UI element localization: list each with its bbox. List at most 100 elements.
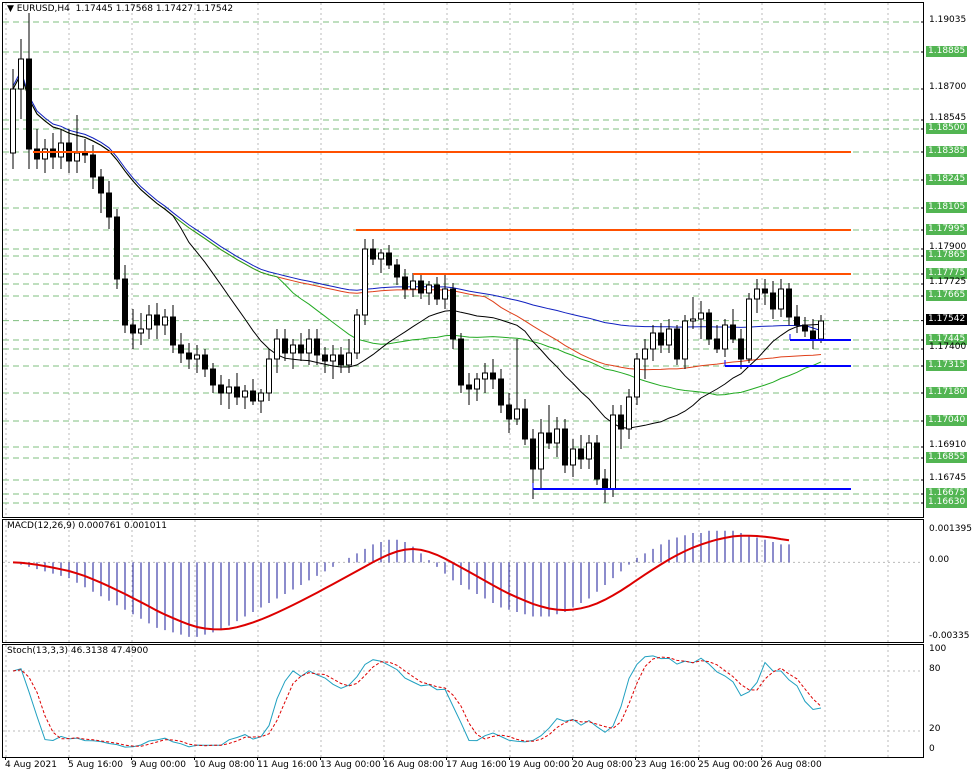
stoch-main-line [12, 655, 822, 748]
candle-bearish [34, 148, 40, 160]
macd-canvas[interactable] [3, 520, 923, 642]
price-tag: 1.18385 [926, 145, 968, 157]
candle-bearish [506, 404, 512, 420]
time-tick-label: 4 Aug 2021 [5, 760, 57, 770]
time-tick-mark [131, 757, 132, 760]
time-tick-label: 10 Aug 08:00 [194, 760, 255, 770]
candle-bullish [514, 408, 520, 420]
ma-black-line [12, 72, 822, 429]
price-tick-label: 1.19035 [929, 15, 967, 25]
price-tag: 1.18245 [926, 173, 968, 185]
price-tag: 1.18500 [926, 122, 968, 134]
candle-bullish [258, 392, 264, 402]
time-tick-label: 25 Aug 00:00 [698, 760, 759, 770]
candle-bearish [98, 176, 104, 194]
macd-indicator-pane[interactable]: MACD(12,26,9) 0.000761 0.001011 [2, 519, 924, 643]
symbol-label: EURUSD,H4 [16, 4, 70, 14]
candle-bearish [770, 292, 776, 310]
candle-bearish [674, 328, 680, 360]
stochastic-indicator-pane[interactable]: Stoch(13,3,3) 46.3138 47.4900 [2, 644, 924, 758]
candle-bearish [802, 324, 808, 332]
candle-bullish [554, 428, 560, 444]
candle-bearish [130, 324, 136, 334]
candle-bearish [546, 432, 552, 444]
candle-bullish [586, 442, 592, 460]
candle-bearish [298, 344, 304, 354]
candle-bullish [754, 288, 760, 300]
candle-bearish [250, 390, 256, 402]
time-tick-mark [5, 757, 6, 760]
price-tick-label: 1.18700 [929, 82, 967, 92]
price-tag: 1.17040 [926, 414, 968, 426]
candle-bearish [122, 278, 128, 326]
stoch-tick-label: 20 [929, 724, 941, 734]
time-tick-mark [383, 757, 384, 760]
candle-bearish [714, 338, 720, 350]
candle-bullish [266, 358, 272, 394]
price-tick-label: 1.17400 [929, 342, 967, 352]
candle-bullish [354, 314, 360, 354]
candle-bullish [482, 372, 488, 380]
candle-bearish [402, 276, 408, 290]
stoch-tick-label: 80 [929, 664, 941, 674]
candle-bearish [418, 280, 424, 294]
candle-bearish [450, 288, 456, 340]
candle-bullish [426, 284, 432, 294]
candle-bearish [794, 316, 800, 326]
stoch-tick-label: 100 [929, 644, 947, 654]
candle-bearish [394, 264, 400, 278]
price-tick-label: 1.17900 [929, 242, 967, 252]
candle-bearish [82, 152, 88, 156]
time-tick-label: 26 Aug 08:00 [761, 760, 822, 770]
candle-bullish [626, 396, 632, 430]
time-tick-label: 19 Aug 00:00 [509, 760, 570, 770]
price-chart-canvas[interactable] [3, 3, 923, 517]
time-tick-mark [194, 757, 195, 760]
candle-bullish [242, 390, 248, 398]
candle-bearish [530, 438, 536, 470]
candle-bullish [722, 324, 728, 350]
candle-bullish [58, 142, 64, 158]
price-tag: 1.18105 [926, 201, 968, 213]
candle-bearish [370, 248, 376, 260]
candle-bearish [170, 316, 176, 346]
price-tick-label: 1.18545 [929, 113, 967, 123]
candle-bearish [322, 354, 328, 362]
candle-bearish [658, 332, 664, 346]
candle-bearish [26, 58, 32, 150]
candle-bearish [178, 344, 184, 354]
ohlc-values: 1.17445 1.17568 1.17427 1.17542 [75, 4, 234, 14]
candle-bearish [786, 288, 792, 318]
candle-bearish [186, 352, 192, 360]
candle-bullish [346, 352, 352, 366]
candle-bearish [522, 408, 528, 440]
ma-blue-line [12, 69, 822, 332]
stoch-tick-label: 0 [929, 744, 935, 754]
candle-bearish [490, 372, 496, 380]
stochastic-header: Stoch(13,3,3) 46.3138 47.4900 [7, 646, 149, 656]
macd-tick-label: 0.001395 [929, 523, 972, 534]
time-tick-label: 16 Aug 08:00 [383, 760, 444, 770]
time-tick-label: 13 Aug 00:00 [320, 760, 381, 770]
candle-bullish [290, 344, 296, 354]
stochastic-canvas[interactable] [3, 645, 923, 757]
candle-bearish [498, 378, 504, 406]
candle-bearish [578, 448, 584, 460]
price-tick-label: 1.17725 [929, 277, 967, 287]
candle-bearish [466, 384, 472, 390]
candle-bullish [778, 288, 784, 310]
candle-bullish [274, 338, 280, 360]
candle-bullish [474, 378, 480, 390]
dropdown-triangle-icon[interactable]: ▼ [7, 4, 14, 14]
candle-bullish [306, 338, 312, 354]
candle-bullish [10, 88, 16, 154]
candle-bullish [362, 248, 368, 316]
time-tick-mark [320, 757, 321, 760]
candle-bullish [138, 328, 144, 334]
price-chart-pane[interactable]: ▼ EURUSD,H4 1.17445 1.17568 1.17427 1.17… [2, 2, 924, 518]
candle-bullish [610, 414, 616, 490]
candle-bearish [386, 252, 392, 266]
price-tag: 1.17995 [926, 223, 968, 235]
candle-bearish [338, 354, 344, 366]
price-tag: 1.17665 [926, 289, 968, 301]
